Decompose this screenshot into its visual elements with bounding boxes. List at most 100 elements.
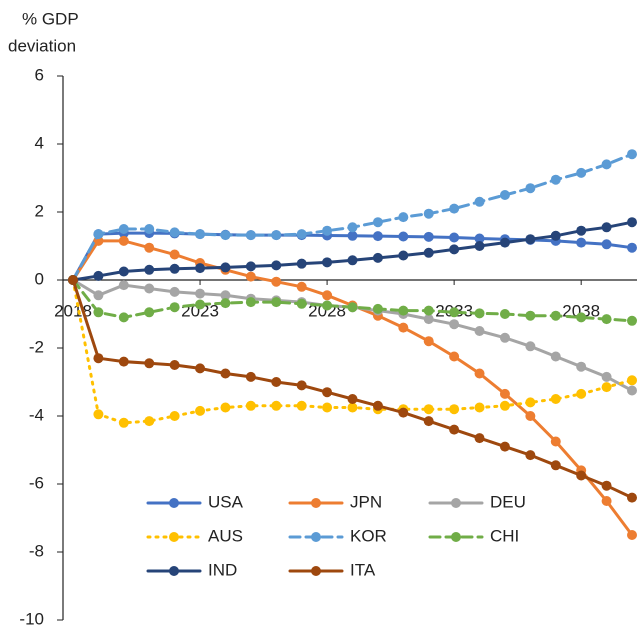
data-point [601,382,612,393]
data-point [347,222,358,233]
legend-label: DEU [490,492,526,511]
y-tick-label: -6 [29,473,44,492]
data-point [68,275,78,285]
data-point [474,368,485,379]
legend-label: AUS [208,526,243,545]
data-point [627,385,637,396]
data-point [347,302,358,313]
data-point [423,305,434,316]
data-point [93,353,104,364]
data-point [474,241,485,251]
data-point [220,262,231,273]
data-point [627,149,637,160]
y-axis-title: % GDP [22,9,79,28]
data-point [423,208,434,219]
data-point [398,305,409,316]
data-point [144,283,155,294]
series-line [71,278,634,392]
data-point [474,326,485,336]
data-point [601,496,612,506]
data-point [322,225,333,236]
data-point [398,407,409,418]
data-point [525,450,536,461]
data-point [474,196,485,207]
data-point [601,222,612,233]
data-point [296,380,307,391]
data-point [296,281,307,292]
data-point [195,263,206,274]
data-point [118,356,129,367]
data-point [220,402,231,413]
data-point [296,229,307,240]
data-point [322,257,333,268]
data-point [398,322,409,333]
data-point [93,270,104,281]
data-point [550,230,561,241]
data-point [322,387,333,398]
data-point [449,424,460,435]
data-point [423,231,434,242]
data-point [601,480,612,491]
data-point [601,239,612,250]
data-point [245,297,256,308]
data-point [144,358,155,369]
data-point [525,397,536,408]
data-point [474,233,485,244]
data-point [118,235,129,246]
data-point [220,230,231,241]
data-point [118,417,129,428]
data-point [245,261,256,272]
legend-label: KOR [350,526,387,545]
data-point [169,411,180,421]
series-line [71,239,634,537]
data-point [93,409,104,420]
data-point [245,230,256,241]
legend-label: IND [208,560,237,579]
data-point [220,298,231,309]
data-point [398,250,409,261]
data-point [423,416,434,427]
data-point [169,227,180,238]
y-tick-label: 6 [35,65,44,84]
data-point [93,307,104,318]
data-point [576,312,587,323]
data-point [550,436,561,447]
data-point [118,266,129,277]
data-point [118,224,129,234]
data-point [499,309,510,319]
legend-label: USA [208,492,244,511]
legend-label: ITA [350,560,376,579]
data-point [449,319,460,330]
data-point [347,230,358,241]
y-tick-label: -4 [29,405,44,424]
data-point [627,530,637,540]
data-point [499,237,510,248]
data-point [372,217,383,228]
data-point [499,190,510,200]
data-point [525,341,536,352]
data-point [195,363,206,374]
y-tick-label: -10 [19,609,44,628]
data-point [627,217,637,228]
data-point [347,402,358,413]
data-point [118,312,129,323]
data-point [118,280,129,291]
data-point [169,360,180,370]
data-point [550,310,561,321]
data-point [499,388,510,399]
legend-marker [311,498,321,508]
data-point [627,315,637,326]
data-point [144,416,155,427]
data-point [322,402,333,413]
data-point [322,290,333,301]
data-point [195,288,206,299]
data-point [144,264,155,275]
legend-marker [311,532,321,542]
data-point [576,237,587,248]
data-point [525,411,536,421]
data-point [296,258,307,269]
legend-marker [169,498,179,508]
series-line [71,278,634,323]
data-point [576,388,587,399]
